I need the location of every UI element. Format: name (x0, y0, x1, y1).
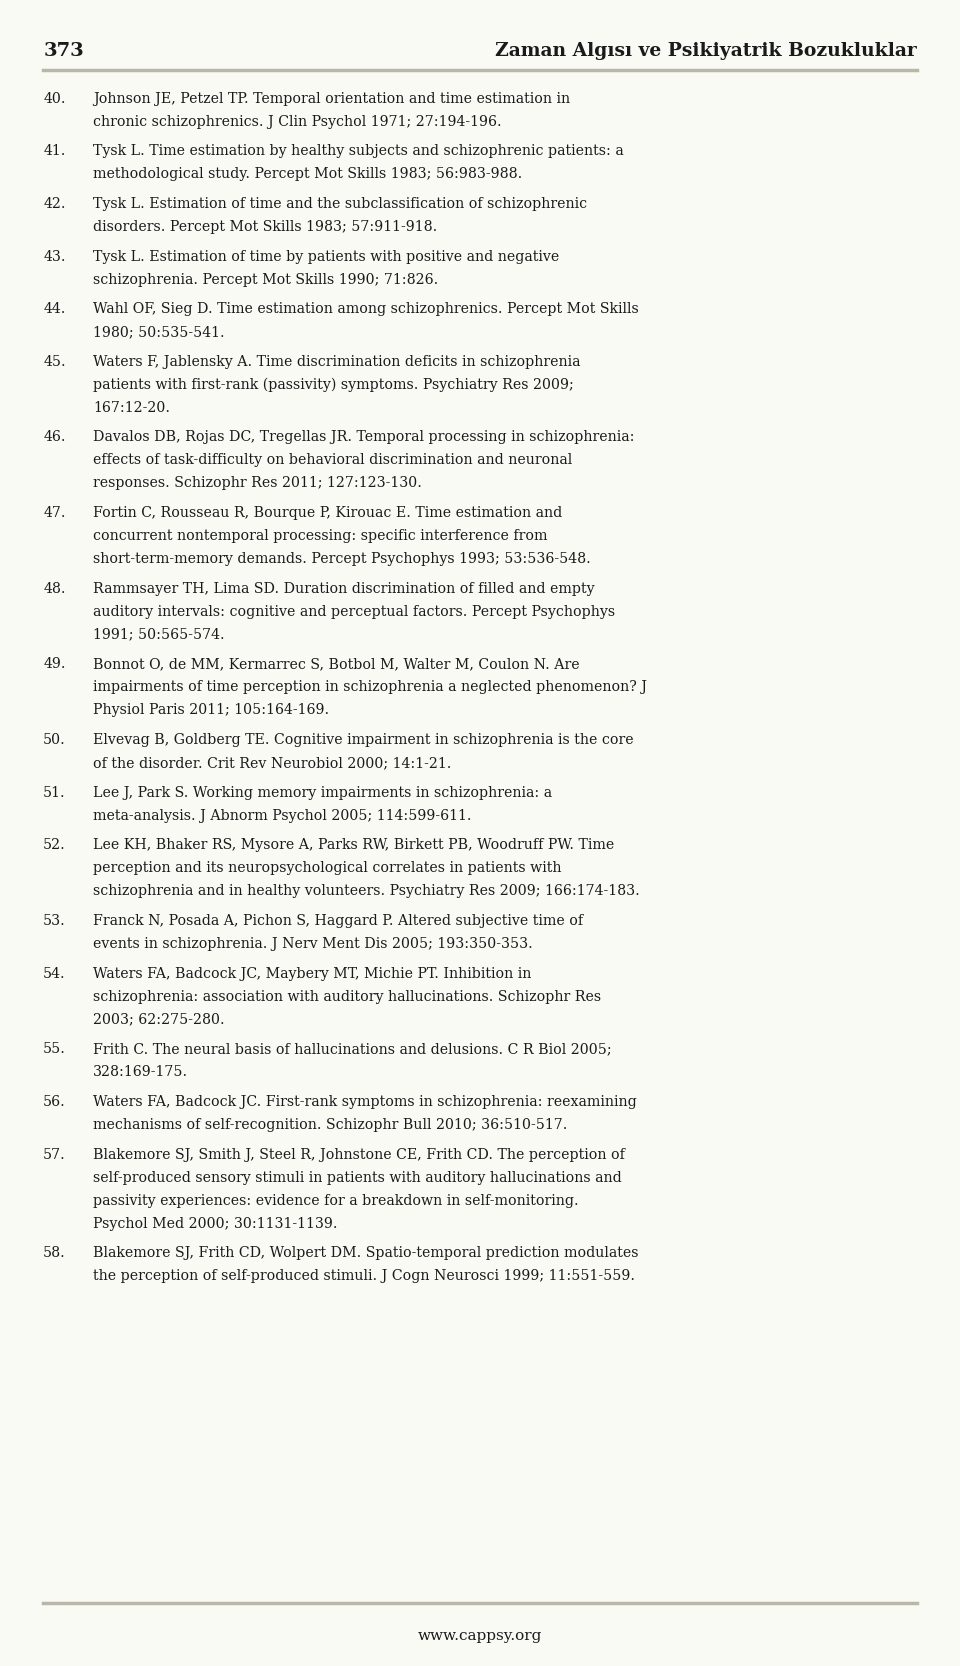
Text: 51.: 51. (43, 786, 66, 800)
Text: Tysk L. Estimation of time by patients with positive and negative: Tysk L. Estimation of time by patients w… (93, 250, 560, 263)
Text: 1980; 50:535-541.: 1980; 50:535-541. (93, 325, 225, 340)
Text: 48.: 48. (43, 581, 65, 596)
Text: 47.: 47. (43, 506, 65, 520)
Text: 167:12-20.: 167:12-20. (93, 402, 170, 415)
Text: 42.: 42. (43, 197, 65, 212)
Text: meta-analysis. J Abnorm Psychol 2005; 114:599-611.: meta-analysis. J Abnorm Psychol 2005; 11… (93, 808, 471, 823)
Text: Frith C. The neural basis of hallucinations and delusions. C R Biol 2005;: Frith C. The neural basis of hallucinati… (93, 1043, 612, 1056)
Text: schizophrenia: association with auditory hallucinations. Schizophr Res: schizophrenia: association with auditory… (93, 990, 601, 1003)
Text: Waters FA, Badcock JC. First-rank symptoms in schizophrenia: reexamining: Waters FA, Badcock JC. First-rank sympto… (93, 1095, 636, 1110)
Text: Johnson JE, Petzel TP. Temporal orientation and time estimation in: Johnson JE, Petzel TP. Temporal orientat… (93, 92, 570, 105)
Text: Wahl OF, Sieg D. Time estimation among schizophrenics. Percept Mot Skills: Wahl OF, Sieg D. Time estimation among s… (93, 302, 638, 317)
Text: passivity experiences: evidence for a breakdown in self-monitoring.: passivity experiences: evidence for a br… (93, 1193, 579, 1208)
Text: 40.: 40. (43, 92, 65, 105)
Text: schizophrenia. Percept Mot Skills 1990; 71:826.: schizophrenia. Percept Mot Skills 1990; … (93, 273, 439, 287)
Text: Davalos DB, Rojas DC, Tregellas JR. Temporal processing in schizophrenia:: Davalos DB, Rojas DC, Tregellas JR. Temp… (93, 430, 635, 445)
Text: 328:169-175.: 328:169-175. (93, 1065, 188, 1080)
Text: methodological study. Percept Mot Skills 1983; 56:983-988.: methodological study. Percept Mot Skills… (93, 167, 522, 182)
Text: self-produced sensory stimuli in patients with auditory hallucinations and: self-produced sensory stimuli in patient… (93, 1171, 622, 1185)
Text: 49.: 49. (43, 658, 65, 671)
Text: events in schizophrenia. J Nerv Ment Dis 2005; 193:350-353.: events in schizophrenia. J Nerv Ment Dis… (93, 936, 533, 951)
Text: 55.: 55. (43, 1043, 66, 1056)
Text: schizophrenia and in healthy volunteers. Psychiatry Res 2009; 166:174-183.: schizophrenia and in healthy volunteers.… (93, 885, 640, 898)
Text: Lee KH, Bhaker RS, Mysore A, Parks RW, Birkett PB, Woodruff PW. Time: Lee KH, Bhaker RS, Mysore A, Parks RW, B… (93, 838, 614, 853)
Text: www.cappsy.org: www.cappsy.org (418, 1629, 542, 1643)
Text: effects of task-difficulty on behavioral discrimination and neuronal: effects of task-difficulty on behavioral… (93, 453, 572, 468)
Text: Zaman Algısı ve Psikiyatrik Bozukluklar: Zaman Algısı ve Psikiyatrik Bozukluklar (495, 42, 917, 60)
Text: the perception of self-produced stimuli. J Cogn Neurosci 1999; 11:551-559.: the perception of self-produced stimuli.… (93, 1269, 636, 1283)
Text: Fortin C, Rousseau R, Bourque P, Kirouac E. Time estimation and: Fortin C, Rousseau R, Bourque P, Kirouac… (93, 506, 563, 520)
Text: 45.: 45. (43, 355, 66, 368)
Text: short-term-memory demands. Percept Psychophys 1993; 53:536-548.: short-term-memory demands. Percept Psych… (93, 551, 590, 566)
Text: of the disorder. Crit Rev Neurobiol 2000; 14:1-21.: of the disorder. Crit Rev Neurobiol 2000… (93, 756, 451, 770)
Text: responses. Schizophr Res 2011; 127:123-130.: responses. Schizophr Res 2011; 127:123-1… (93, 476, 422, 490)
Text: Franck N, Posada A, Pichon S, Haggard P. Altered subjective time of: Franck N, Posada A, Pichon S, Haggard P.… (93, 915, 584, 928)
Text: Blakemore SJ, Smith J, Steel R, Johnstone CE, Frith CD. The perception of: Blakemore SJ, Smith J, Steel R, Johnston… (93, 1148, 625, 1161)
Text: 54.: 54. (43, 966, 66, 981)
Text: 41.: 41. (43, 145, 65, 158)
Text: Tysk L. Time estimation by healthy subjects and schizophrenic patients: a: Tysk L. Time estimation by healthy subje… (93, 145, 624, 158)
Text: patients with first-rank (passivity) symptoms. Psychiatry Res 2009;: patients with first-rank (passivity) sym… (93, 378, 574, 392)
Text: Waters F, Jablensky A. Time discrimination deficits in schizophrenia: Waters F, Jablensky A. Time discriminati… (93, 355, 581, 368)
Text: concurrent nontemporal processing: specific interference from: concurrent nontemporal processing: speci… (93, 530, 547, 543)
Text: Blakemore SJ, Frith CD, Wolpert DM. Spatio-temporal prediction modulates: Blakemore SJ, Frith CD, Wolpert DM. Spat… (93, 1246, 638, 1259)
Text: 43.: 43. (43, 250, 65, 263)
Text: Psychol Med 2000; 30:1131-1139.: Psychol Med 2000; 30:1131-1139. (93, 1216, 338, 1231)
Text: 56.: 56. (43, 1095, 66, 1110)
Text: disorders. Percept Mot Skills 1983; 57:911-918.: disorders. Percept Mot Skills 1983; 57:9… (93, 220, 438, 233)
Text: 50.: 50. (43, 733, 66, 746)
Text: 46.: 46. (43, 430, 65, 445)
Text: Bonnot O, de MM, Kermarrec S, Botbol M, Walter M, Coulon N. Are: Bonnot O, de MM, Kermarrec S, Botbol M, … (93, 658, 580, 671)
Text: 2003; 62:275-280.: 2003; 62:275-280. (93, 1013, 225, 1026)
Text: 52.: 52. (43, 838, 66, 853)
Text: 58.: 58. (43, 1246, 66, 1259)
Text: mechanisms of self-recognition. Schizophr Bull 2010; 36:510-517.: mechanisms of self-recognition. Schizoph… (93, 1118, 567, 1131)
Text: Elvevag B, Goldberg TE. Cognitive impairment in schizophrenia is the core: Elvevag B, Goldberg TE. Cognitive impair… (93, 733, 634, 746)
Text: 1991; 50:565-574.: 1991; 50:565-574. (93, 628, 225, 641)
Text: 373: 373 (43, 42, 84, 60)
Text: 53.: 53. (43, 915, 66, 928)
Text: chronic schizophrenics. J Clin Psychol 1971; 27:194-196.: chronic schizophrenics. J Clin Psychol 1… (93, 115, 502, 128)
Text: Physiol Paris 2011; 105:164-169.: Physiol Paris 2011; 105:164-169. (93, 703, 329, 718)
Text: 57.: 57. (43, 1148, 66, 1161)
Text: 44.: 44. (43, 302, 65, 317)
Text: perception and its neuropsychological correlates in patients with: perception and its neuropsychological co… (93, 861, 562, 875)
Text: Lee J, Park S. Working memory impairments in schizophrenia: a: Lee J, Park S. Working memory impairment… (93, 786, 552, 800)
Text: Waters FA, Badcock JC, Maybery MT, Michie PT. Inhibition in: Waters FA, Badcock JC, Maybery MT, Michi… (93, 966, 532, 981)
Text: Rammsayer TH, Lima SD. Duration discrimination of filled and empty: Rammsayer TH, Lima SD. Duration discrimi… (93, 581, 595, 596)
Text: auditory intervals: cognitive and perceptual factors. Percept Psychophys: auditory intervals: cognitive and percep… (93, 605, 615, 618)
Text: impairments of time perception in schizophrenia a neglected phenomenon? J: impairments of time perception in schizo… (93, 680, 647, 695)
Text: Tysk L. Estimation of time and the subclassification of schizophrenic: Tysk L. Estimation of time and the subcl… (93, 197, 588, 212)
